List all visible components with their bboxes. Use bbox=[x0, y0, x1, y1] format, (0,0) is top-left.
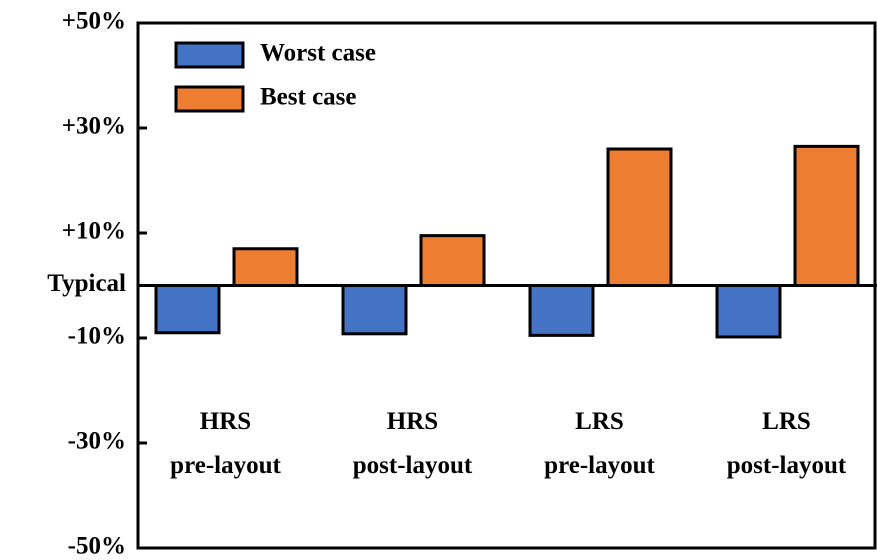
y-tick-label: -10% bbox=[68, 323, 126, 350]
bar bbox=[793, 144, 860, 287]
y-tick-label: +50% bbox=[62, 8, 126, 35]
y-tick-label: Typical bbox=[47, 270, 126, 297]
bar bbox=[528, 284, 595, 337]
y-tick-label: +30% bbox=[62, 113, 126, 140]
bar bbox=[154, 284, 221, 335]
bar bbox=[419, 234, 486, 287]
bar bbox=[606, 147, 673, 287]
legend-swatch bbox=[174, 41, 245, 69]
x-category-label: LRS post-layout bbox=[727, 408, 847, 479]
y-tick-label: -30% bbox=[68, 428, 126, 455]
x-category-label: HRS post-layout bbox=[353, 408, 473, 479]
x-category-label: HRS pre-layout bbox=[170, 408, 281, 479]
bar bbox=[341, 284, 408, 336]
legend-label: Worst case bbox=[260, 40, 376, 67]
bar bbox=[232, 247, 299, 287]
x-category-label: LRS pre-layout bbox=[544, 408, 655, 479]
y-tick-label: -50% bbox=[68, 533, 126, 560]
y-tick-label: +10% bbox=[62, 218, 126, 245]
legend-swatch bbox=[174, 85, 245, 113]
legend-label: Best case bbox=[260, 84, 357, 111]
bar bbox=[715, 284, 782, 339]
